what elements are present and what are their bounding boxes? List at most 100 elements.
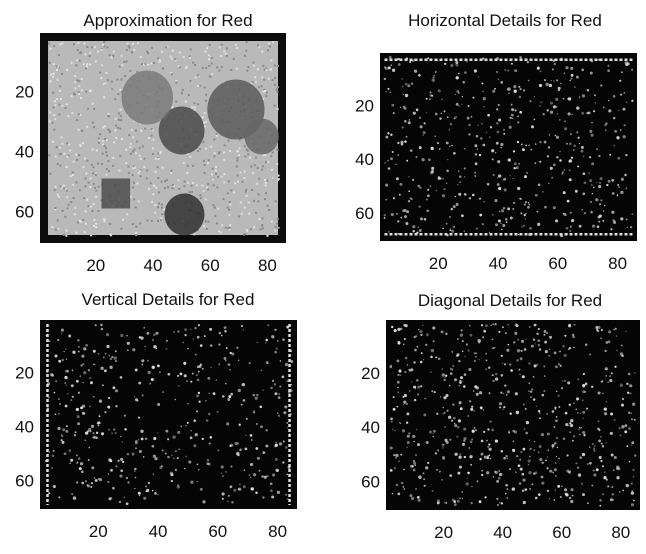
- approximation-fruit-shape: [244, 118, 279, 155]
- diagonal-details-coefficient-dot: [425, 333, 429, 337]
- horizontal-details-coefficient-dot: [523, 224, 525, 227]
- vertical-details-coefficient-dot: [220, 334, 223, 337]
- diagonal-details-image: [386, 320, 640, 510]
- vertical-details-coefficient-dot: [215, 379, 218, 381]
- approximation-texture-speck: [105, 71, 108, 74]
- diagonal-details-coefficient-dot: [445, 440, 448, 443]
- diagonal-details-coefficient-dot: [600, 459, 603, 463]
- horizontal-details-coefficient-dot: [572, 149, 575, 151]
- diagonal-details-coefficient-dot: [546, 413, 548, 415]
- vertical-details-coefficient-dot: [209, 327, 213, 331]
- diagonal-details-coefficient-dot: [614, 327, 617, 330]
- vertical-details-coefficient-dot: [90, 485, 93, 488]
- approximation-texture-speck: [188, 191, 191, 194]
- vertical-details-coefficient-dot: [283, 411, 287, 415]
- horizontal-details-coefficient-dot: [548, 182, 550, 185]
- vertical-details-coefficient-dot: [62, 428, 66, 432]
- approximation-texture-speck: [84, 67, 87, 70]
- approximation-texture-speck: [199, 197, 202, 200]
- diagonal-details-coefficient-dot: [471, 438, 473, 441]
- diagonal-details-coefficient-dot: [491, 428, 494, 432]
- approximation-texture-speck: [214, 215, 217, 218]
- diagonal-details-coefficient-dot: [507, 344, 509, 346]
- vertical-details-coefficient-dot: [86, 430, 90, 433]
- diagonal-details-coefficient-dot: [558, 406, 561, 408]
- horizontal-details-coefficient-dot: [613, 221, 617, 224]
- vertical-details-coefficient-dot: [94, 479, 98, 482]
- approximation-texture-speck: [150, 134, 153, 137]
- diagonal-details-coefficient-dot: [435, 356, 438, 358]
- diagonal-details-coefficient-dot: [524, 407, 527, 410]
- approximation-texture-speck: [207, 54, 210, 57]
- approximation-texture-speck: [133, 148, 136, 151]
- approximation-texture-speck: [182, 161, 185, 164]
- vertical-details-coefficient-dot: [59, 403, 61, 405]
- diagonal-details-coefficient-dot: [597, 420, 600, 423]
- approximation-texture-speck: [81, 89, 84, 92]
- diagonal-details-coefficient-dot: [441, 478, 443, 481]
- vertical-details-coefficient-dot: [71, 369, 74, 372]
- diagonal-details-coefficient-dot: [403, 488, 406, 490]
- approximation-texture-speck: [60, 98, 62, 100]
- horizontal-details-coefficient-dot: [587, 111, 591, 115]
- diagonal-details-coefficient-dot: [393, 454, 396, 457]
- vertical-details-coefficient-dot: [191, 372, 194, 375]
- approximation-texture-speck: [65, 165, 68, 168]
- approximation-texture-speck: [58, 153, 61, 156]
- diagonal-details-coefficient-dot: [589, 461, 592, 465]
- approximation-texture-speck: [274, 229, 277, 232]
- approximation-texture-speck: [108, 170, 111, 172]
- vertical-details-coefficient-dot: [71, 395, 74, 398]
- vertical-details-coefficient-dot: [107, 396, 111, 400]
- vertical-details-coefficient-dot: [243, 469, 246, 471]
- approximation-texture-speck: [207, 159, 210, 162]
- diagonal-details-coefficient-dot: [459, 333, 464, 337]
- horizontal-details-coefficient-dot: [457, 184, 459, 186]
- horizontal-details-coefficient-dot: [449, 145, 451, 147]
- horizontal-details-coefficient-dot: [598, 203, 602, 206]
- horizontal-details-coefficient-dot: [569, 79, 572, 82]
- approximation-texture-speck: [265, 94, 268, 97]
- approximation-texture-speck: [89, 63, 91, 66]
- approximation-texture-speck: [192, 61, 195, 64]
- approximation-texture-speck: [81, 142, 84, 145]
- approximation-texture-speck: [212, 184, 215, 187]
- vertical-details-coefficient-dot: [77, 391, 81, 394]
- horizontal-details-coefficient-dot: [511, 117, 513, 119]
- diagonal-details-coefficient-dot: [481, 469, 483, 472]
- approximation-texture-speck: [82, 218, 85, 221]
- vertical-details-coefficient-dot: [151, 365, 155, 369]
- diagonal-details-coefficient-dot: [537, 409, 541, 413]
- horizontal-details-coefficient-dot: [452, 205, 456, 209]
- approximation-texture-speck: [61, 42, 64, 45]
- horizontal-details-coefficient-dot: [581, 209, 583, 211]
- diagonal-details-coefficient-dot: [543, 333, 546, 336]
- horizontal-details-coefficient-dot: [527, 201, 530, 204]
- approximation-texture-speck: [95, 172, 97, 175]
- diagonal-details-coefficient-dot: [604, 349, 607, 353]
- approximation-texture-speck: [83, 231, 86, 234]
- horizontal-details-coefficient-dot: [542, 113, 545, 116]
- diagonal-details-coefficient-dot: [504, 384, 507, 387]
- approximation-texture-speck: [276, 222, 279, 225]
- horizontal-details-coefficient-dot: [568, 178, 572, 182]
- diagonal-details-coefficient-dot: [452, 416, 456, 420]
- approximation-texture-speck: [81, 129, 84, 132]
- diagonal-details-coefficient-dot: [465, 482, 469, 486]
- horizontal-details-coefficient-dot: [577, 136, 580, 139]
- approximation-texture-speck: [163, 208, 166, 211]
- vertical-details-coefficient-dot: [225, 471, 227, 473]
- vertical-details-coefficient-dot: [250, 463, 252, 466]
- vertical-details-coefficient-dot: [84, 439, 87, 441]
- approximation-texture-speck: [253, 226, 255, 229]
- horizontal-details-coefficient-dot: [411, 178, 415, 181]
- approximation-texture-speck: [161, 213, 164, 216]
- vertical-details-coefficient-dot: [230, 392, 234, 396]
- vertical-details-coefficient-dot: [173, 331, 175, 333]
- approximation-texture-speck: [261, 50, 264, 53]
- approximation-texture-speck: [154, 157, 157, 160]
- horizontal-details-coefficient-dot: [387, 66, 391, 70]
- horizontal-details-coefficient-dot: [497, 160, 501, 164]
- vertical-details-coefficient-dot: [194, 326, 197, 330]
